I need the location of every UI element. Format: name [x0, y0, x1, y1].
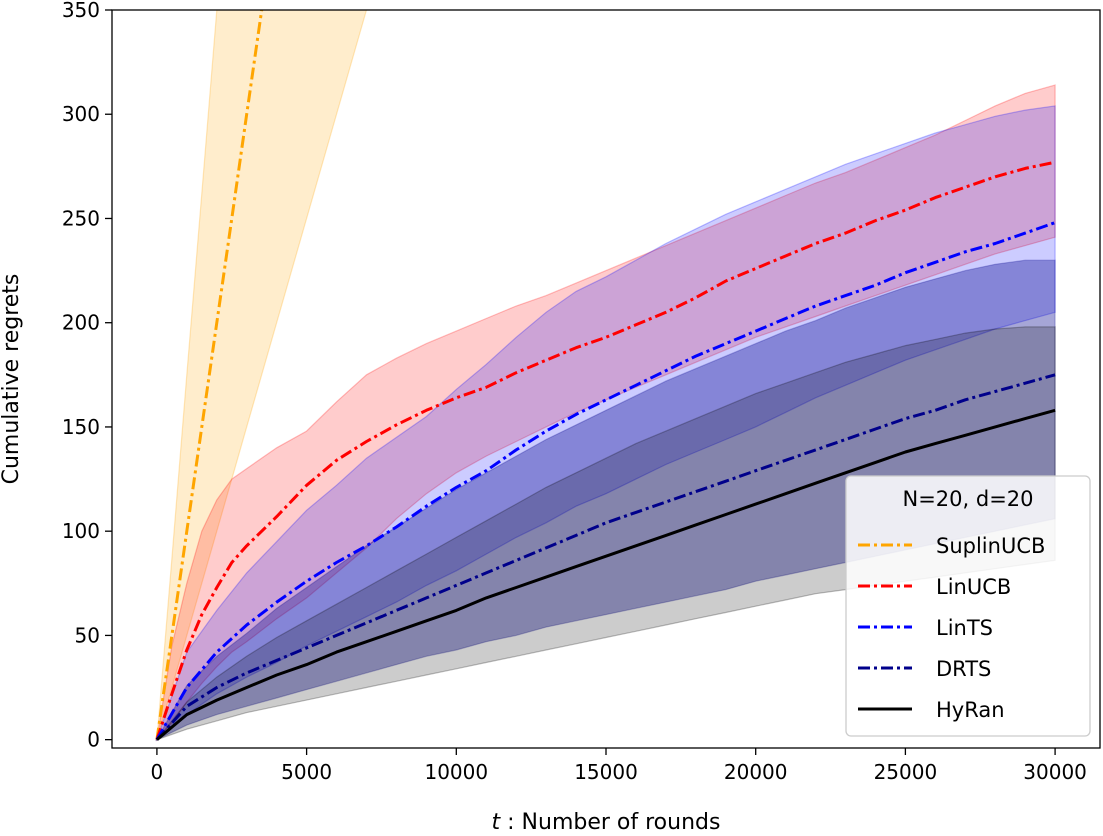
legend-label-lints: LinTS [936, 616, 993, 640]
band-linucb [155, 84, 1056, 742]
legend-label-linucb: LinUCB [936, 575, 1011, 599]
line-hyran [155, 408, 1056, 741]
y-tick-label: 100 [62, 519, 100, 543]
line-drts [155, 373, 1056, 741]
y-tick-label: 350 [62, 0, 100, 22]
x-tick-label: 30000 [1023, 760, 1087, 784]
line-suplinucb [155, 10, 264, 740]
x-axis-ticks: 0 5000 10000 15000 20000 25000 30000 [151, 748, 1087, 784]
legend-label-suplinucb: SuplinUCB [936, 534, 1045, 558]
y-tick-label: 200 [62, 311, 100, 335]
band-lints [155, 105, 1056, 742]
x-tick-label: 25000 [874, 760, 938, 784]
x-tick-label: 5000 [281, 760, 332, 784]
y-tick-label: 150 [62, 415, 100, 439]
band-drts [155, 259, 1056, 742]
y-tick-label: 250 [62, 206, 100, 230]
x-axis-label: t : Number of rounds [492, 810, 721, 835]
legend-title: N=20, d=20 [902, 487, 1033, 511]
x-tick-label: 10000 [424, 760, 488, 784]
line-lints [155, 221, 1056, 741]
legend-label-drts: DRTS [936, 657, 991, 681]
band-suplinucb [156, 10, 368, 740]
y-axis-label: Cumulative regrets [0, 274, 24, 485]
x-tick-label: 0 [151, 760, 164, 784]
y-tick-label: 300 [62, 102, 100, 126]
y-tick-label: 0 [87, 728, 100, 752]
line-linucb [155, 160, 1056, 741]
legend: N=20, d=20 SuplinUCB LinUCB LinTS DRTS HyRan [845, 475, 1091, 737]
legend-box [845, 475, 1091, 737]
y-tick-label: 50 [75, 623, 100, 647]
series-lines [155, 10, 1056, 741]
y-axis-ticks: 0 50 100 150 200 250 300 350 [62, 0, 112, 752]
x-tick-label: 20000 [724, 760, 788, 784]
x-tick-label: 15000 [574, 760, 638, 784]
legend-label-hyran: HyRan [936, 698, 1005, 722]
